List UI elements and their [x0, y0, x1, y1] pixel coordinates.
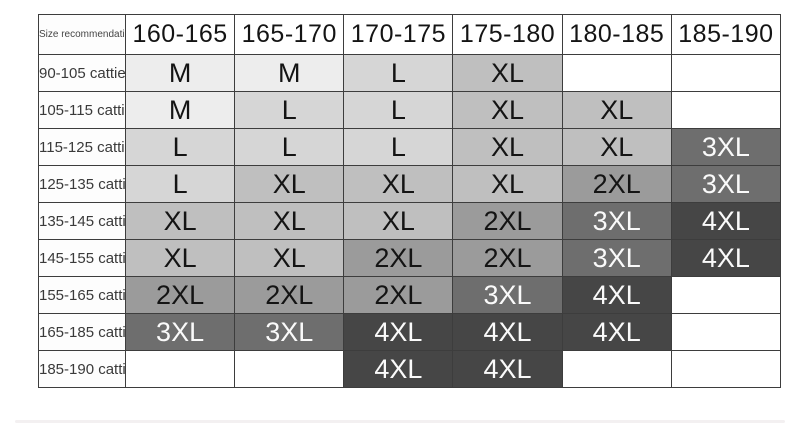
size-cell: L — [234, 128, 345, 166]
column-header: 185-190 — [670, 14, 782, 55]
empty-cell — [561, 350, 672, 388]
row-label: 135-145 catties — [38, 202, 126, 240]
size-cell: L — [234, 91, 345, 129]
empty-cell — [234, 350, 345, 388]
size-cell: 4XL — [561, 276, 672, 314]
table-row: 115-125 cattiesLLLXLXL3XL — [38, 128, 782, 166]
size-cell: L — [343, 91, 454, 129]
size-cell: 3XL — [234, 313, 345, 351]
row-label: 155-165 catties — [38, 276, 126, 314]
size-cell: 3XL — [670, 165, 782, 203]
size-cell: XL — [124, 239, 236, 277]
empty-cell — [670, 350, 782, 388]
size-cell: XL — [234, 202, 345, 240]
size-cell: 4XL — [561, 313, 672, 351]
size-cell: L — [343, 128, 454, 166]
size-cell: XL — [452, 165, 563, 203]
size-cell: XL — [234, 165, 345, 203]
empty-cell — [670, 54, 782, 92]
row-label: 90-105 catties — [38, 54, 126, 92]
empty-cell — [670, 276, 782, 314]
column-header: 170-175 — [343, 14, 454, 55]
size-cell: 3XL — [670, 128, 782, 166]
size-cell: 2XL — [343, 276, 454, 314]
size-cell: XL — [234, 239, 345, 277]
size-cell: 4XL — [343, 350, 454, 388]
size-cell: XL — [561, 91, 672, 129]
size-cell: 2XL — [561, 165, 672, 203]
size-cell: L — [124, 128, 236, 166]
header-row: Size recommendation 160-165165-170170-17… — [38, 14, 782, 55]
size-cell: M — [124, 91, 236, 129]
table-row: 125-135 cattiesLXLXLXL2XL3XL — [38, 165, 782, 203]
column-header: 175-180 — [452, 14, 563, 55]
size-cell: XL — [452, 54, 563, 92]
size-cell: 4XL — [343, 313, 454, 351]
column-header: 180-185 — [561, 14, 672, 55]
row-label: 165-185 catties — [38, 313, 126, 351]
size-cell: L — [124, 165, 236, 203]
table-row: 145-155 cattiesXLXL2XL2XL3XL4XL — [38, 239, 782, 277]
size-cell: 4XL — [670, 202, 782, 240]
size-cell: XL — [452, 91, 563, 129]
corner-label: Size recommendation — [38, 14, 126, 55]
column-header: 165-170 — [234, 14, 345, 55]
empty-cell — [124, 350, 236, 388]
size-cell: 2XL — [343, 239, 454, 277]
size-cell: XL — [452, 128, 563, 166]
size-cell: 3XL — [561, 202, 672, 240]
column-header: 160-165 — [124, 14, 236, 55]
size-cell: 3XL — [124, 313, 236, 351]
size-cell: 2XL — [452, 202, 563, 240]
size-cell: 2XL — [234, 276, 345, 314]
size-cell: M — [234, 54, 345, 92]
table-row: 105-115 cattiesMLLXLXL — [38, 91, 782, 129]
size-cell: 2XL — [452, 239, 563, 277]
next-image-edge — [15, 420, 785, 423]
size-cell: 4XL — [452, 350, 563, 388]
size-cell: 2XL — [124, 276, 236, 314]
size-recommendation-table: Size recommendation 160-165165-170170-17… — [38, 14, 782, 388]
table-row: 165-185 catties3XL3XL4XL4XL4XL — [38, 313, 782, 351]
table-row: 135-145 cattiesXLXLXL2XL3XL4XL — [38, 202, 782, 240]
empty-cell — [670, 313, 782, 351]
table-row: 155-165 catties2XL2XL2XL3XL4XL — [38, 276, 782, 314]
size-cell: 3XL — [452, 276, 563, 314]
size-cell: XL — [343, 165, 454, 203]
size-cell: XL — [561, 128, 672, 166]
table-row: 90-105 catties M M L XL — [38, 54, 782, 92]
size-cell: XL — [343, 202, 454, 240]
row-label: 115-125 catties — [38, 128, 126, 166]
size-cell: M — [124, 54, 236, 92]
empty-cell — [670, 91, 782, 129]
size-cell: XL — [124, 202, 236, 240]
row-label: 105-115 catties — [38, 91, 126, 129]
row-label: 145-155 catties — [38, 239, 126, 277]
size-cell: 4XL — [452, 313, 563, 351]
row-label: 125-135 catties — [38, 165, 126, 203]
row-label: 185-190 catties — [38, 350, 126, 388]
size-cell: 3XL — [561, 239, 672, 277]
empty-cell — [561, 54, 672, 92]
size-cell: 4XL — [670, 239, 782, 277]
size-cell: L — [343, 54, 454, 92]
